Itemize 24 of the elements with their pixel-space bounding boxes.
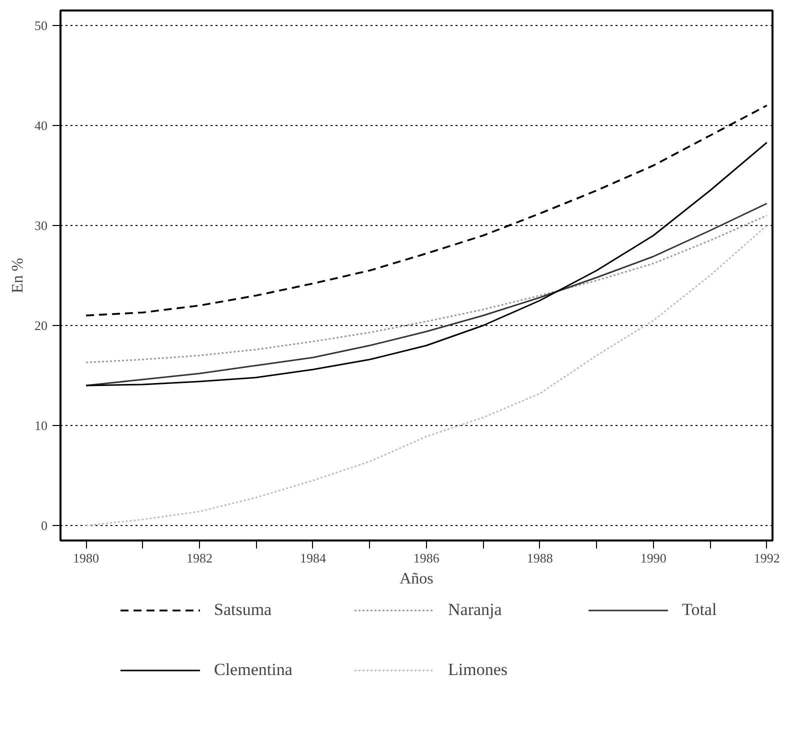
y-tick-label: 50	[34, 18, 48, 33]
line-series	[85, 214, 768, 364]
x-tick-label: 1986	[413, 550, 440, 566]
legend-label: Clementina	[214, 660, 294, 680]
legend-label: Satsuma	[214, 600, 273, 620]
y-tick-label: 30	[34, 218, 48, 233]
line-series	[85, 224, 768, 526]
line-series	[85, 104, 768, 316]
x-tick-label: 1982	[186, 550, 212, 566]
legend-label: Naranja	[448, 600, 503, 620]
x-tick-label: 1992	[754, 550, 780, 566]
legend-label: Limones	[448, 660, 508, 680]
y-tick-label: 10	[34, 418, 48, 433]
x-axis-title: Años	[400, 570, 434, 588]
legend-label: Total	[682, 600, 718, 620]
y-axis-title: En %	[10, 258, 26, 294]
x-tick-label: 1980	[73, 550, 100, 566]
x-tick-label: 1988	[526, 550, 553, 566]
y-tick-label: 40	[34, 118, 48, 133]
y-tick-label: 20	[34, 318, 48, 333]
y-tick-label: 0	[41, 518, 48, 533]
x-tick-label: 1984	[300, 550, 326, 566]
x-tick-label: 1990	[640, 550, 666, 566]
line-series	[85, 142, 768, 386]
